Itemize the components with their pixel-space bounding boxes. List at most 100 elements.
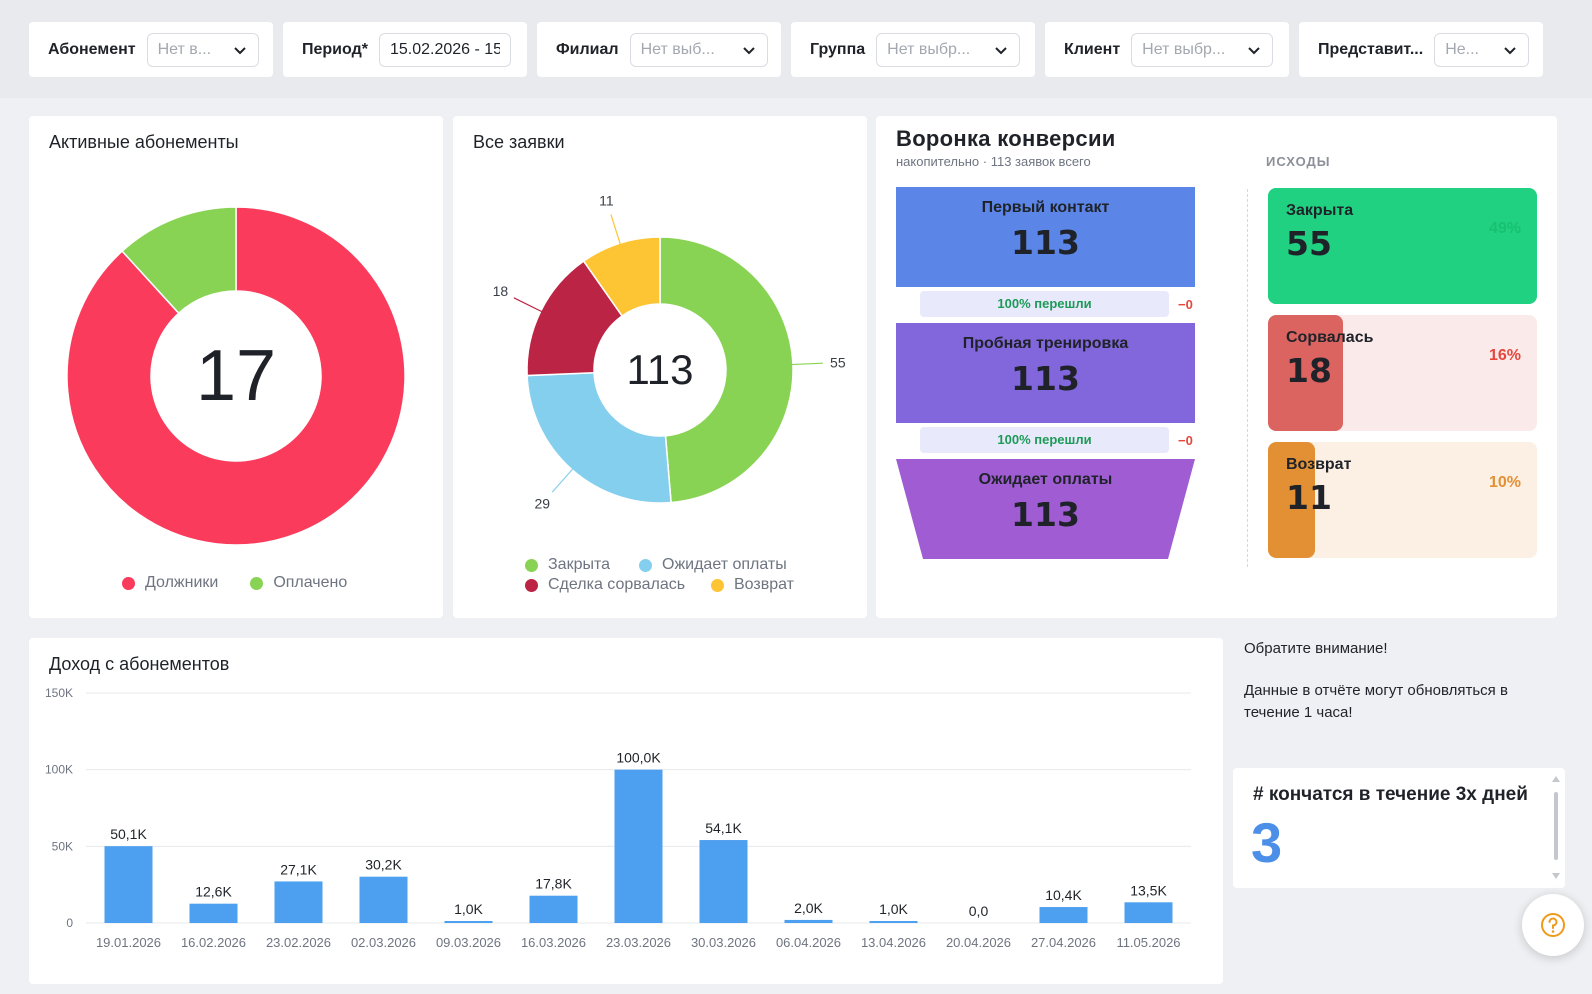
stage-label: Первый контакт [981, 199, 1110, 216]
legend-item[interactable]: Закрыта [525, 556, 639, 574]
income-bar[interactable] [359, 876, 408, 923]
legend-item[interactable]: Должники [122, 574, 218, 592]
select-value: Нет выбр... [887, 40, 971, 58]
funnel-stage-first-contact[interactable]: Первый контакт 113 [896, 187, 1195, 287]
stage-count: 113 [1011, 495, 1080, 534]
income-bar[interactable] [104, 846, 153, 923]
chevron-down-icon [233, 46, 246, 54]
outcome-closed[interactable]: Закрыта 55 49% [1268, 188, 1537, 304]
abonement-select[interactable]: Нет в... [146, 32, 259, 67]
funnel-transition: 100% перешли [920, 291, 1169, 317]
outcome-percent: 10% [1488, 474, 1521, 491]
x-tick-label: 11.05.2026 [1116, 935, 1180, 950]
funnel-title: Воронка конверсии [896, 126, 1116, 151]
income-bar[interactable] [699, 840, 748, 923]
income-bar[interactable] [784, 919, 833, 923]
question-icon [1541, 913, 1565, 937]
outcome-label: Возврат [1286, 456, 1352, 473]
active-subscriptions-card: Активные абонементы 17 Должники Оплачено [29, 116, 443, 618]
filter-abonement: Абонемент Нет в... [29, 22, 273, 77]
bar-value-label: 54,1K [705, 820, 742, 836]
outcome-percent: 49% [1488, 220, 1521, 237]
slice-value-label: 55 [830, 355, 846, 371]
income-bar[interactable] [189, 903, 238, 923]
x-tick-label: 02.03.2026 [351, 935, 416, 950]
donut-slice[interactable] [66, 206, 406, 546]
x-tick-label: 09.03.2026 [436, 935, 501, 950]
legend-dot [525, 558, 538, 572]
all-requests-donut: 55 29 18 11 113 [493, 192, 846, 511]
income-bar[interactable] [1124, 902, 1173, 923]
select-value: 15.02.2026 - 15 [389, 40, 500, 58]
x-tick-label: 06.04.2026 [776, 935, 841, 950]
legend: Закрыта Ожидает оплаты Сделка сорвалась … [525, 556, 855, 594]
card-title: Доход с абонементов [49, 654, 230, 674]
bar-value-label: 100,0K [616, 750, 661, 766]
donut-slice[interactable] [526, 371, 672, 504]
legend: Должники Оплачено [122, 574, 347, 592]
income-bar-chart: 0 50K 100K 150K 50,1K 19.01.2026 12,6K 16.02.20… [45, 686, 1191, 950]
stage-label: Ожидает оплаты [978, 471, 1113, 488]
donut-slice[interactable] [582, 236, 661, 318]
scrollbar[interactable] [1551, 774, 1561, 882]
y-tick-label: 100K [45, 763, 73, 777]
help-button[interactable] [1522, 894, 1584, 956]
outcome-percent: 16% [1488, 347, 1521, 364]
select-value: Нет в... [157, 40, 212, 58]
outcome-refund[interactable]: Возврат 11 10% [1268, 442, 1537, 558]
income-bar[interactable] [1039, 907, 1088, 923]
outcomes-heading: ИСХОДЫ [1266, 154, 1331, 169]
legend-dot [250, 576, 264, 590]
kpi-title: # кончатся в течение 3х дней [1253, 784, 1528, 805]
legend-item[interactable]: Возврат [711, 576, 794, 594]
income-bar[interactable] [444, 921, 493, 923]
chevron-down-icon [995, 46, 1007, 54]
card-title: Активные абонементы [49, 132, 239, 152]
slice-value-label: 18 [493, 283, 509, 299]
filter-label: Абонемент [48, 40, 136, 58]
bar-value-label: 50,1K [110, 826, 147, 842]
representative-select[interactable]: Не... [1434, 32, 1530, 67]
bar-value-label: 10,4K [1045, 887, 1082, 903]
filter-period: Период* 15.02.2026 - 15 [283, 22, 527, 77]
client-select[interactable]: Нет выбр... [1131, 32, 1274, 67]
notice-text: Данные в отчёте могут обновляться в тече… [1244, 682, 1508, 721]
legend-item[interactable]: Оплачено [250, 574, 347, 592]
income-bar[interactable] [869, 921, 918, 923]
income-card: Доход с абонементов 0 50K 100K 150K 50,1K 19.… [29, 638, 1223, 984]
filter-bar: Абонемент Нет в... Период* 15.02.2026 - … [0, 0, 1592, 98]
legend-label: Сделка сорвалась [548, 576, 686, 593]
filter-representative: Представит... Не... [1299, 22, 1543, 77]
legend-dot [639, 558, 652, 572]
bar-value-label: 27,1K [280, 861, 317, 877]
funnel-stage-awaiting-payment[interactable]: Ожидает оплаты 113 [896, 459, 1195, 559]
funnel-transition: 100% перешли [920, 427, 1169, 453]
select-value: Нет выб... [640, 40, 715, 58]
stage-label: Пробная тренировка [962, 335, 1129, 352]
filter-label: Филиал [556, 40, 619, 58]
income-bar[interactable] [614, 769, 663, 923]
outcome-failed[interactable]: Сорвалась 18 16% [1268, 315, 1537, 431]
legend-label: Оплачено [273, 574, 348, 591]
donut-slice[interactable] [121, 206, 237, 315]
group-select[interactable]: Нет выбр... [876, 32, 1021, 67]
legend-item[interactable]: Сделка сорвалась [525, 576, 711, 594]
notice: Обратите внимание! Данные в отчёте могут… [1244, 638, 1564, 724]
filter-group: Группа Нет выбр... [791, 22, 1035, 77]
funnel-stage-trial[interactable]: Пробная тренировка 113 [896, 323, 1195, 423]
bar-value-label: 1,0K [879, 901, 908, 917]
chevron-down-icon [742, 46, 755, 54]
funnel-trapezoid [896, 459, 1195, 559]
legend-item[interactable]: Ожидает оплаты [639, 556, 787, 574]
outcome-label: Сорвалась [1286, 329, 1374, 346]
outcome-share-bar [1268, 188, 1499, 304]
legend-label: Ожидает оплаты [662, 556, 787, 573]
branch-select[interactable]: Нет выб... [629, 32, 768, 67]
bar-value-label: 0,0 [969, 903, 989, 919]
income-bar[interactable] [529, 895, 578, 923]
donut-slice[interactable] [659, 236, 794, 504]
period-input[interactable]: 15.02.2026 - 15 [378, 32, 511, 67]
income-bar[interactable] [274, 881, 323, 923]
chevron-down-icon [1248, 46, 1260, 54]
active-subscriptions-donut: 17 [66, 206, 406, 546]
